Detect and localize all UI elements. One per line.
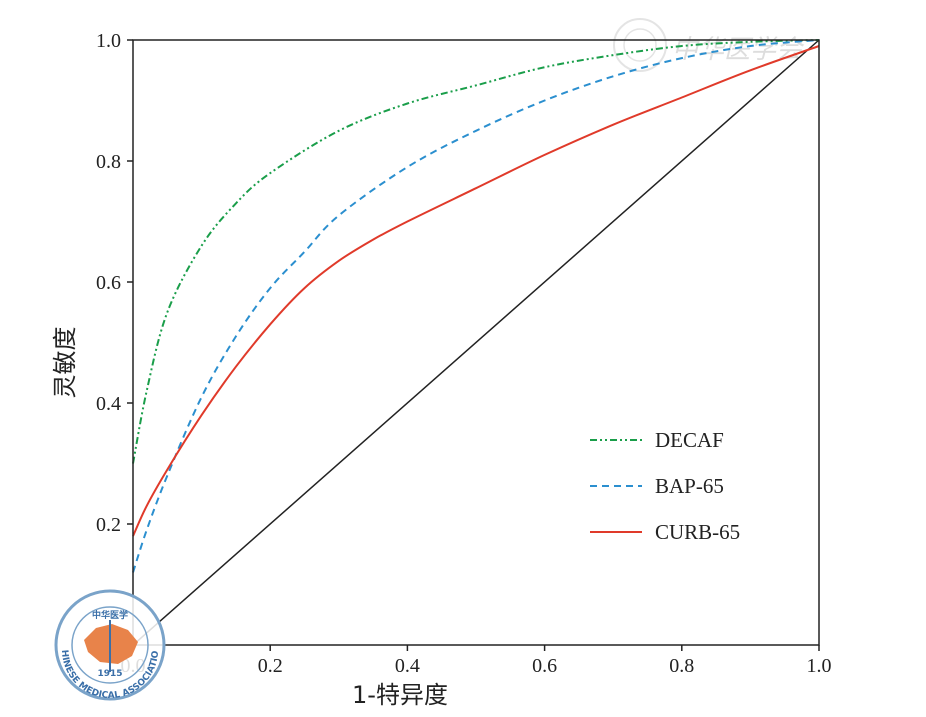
plot-frame <box>132 39 820 646</box>
x-tick-label: 0.4 <box>395 655 420 677</box>
seal-inner-icon <box>71 606 149 684</box>
y-tick-label: 1.0 <box>96 30 121 52</box>
series-line-decaf <box>132 39 820 464</box>
seal-year-text: 1915 <box>97 669 122 679</box>
legend-label-bap-65: BAP-65 <box>655 474 724 498</box>
y-tick-label: 0.6 <box>96 272 121 294</box>
x-tick-label: 0.2 <box>258 655 283 677</box>
y-tick-label: 0.4 <box>96 393 121 415</box>
seal-ring-text: CHINESE MEDICAL ASSOCIATION <box>0 0 161 701</box>
legend-label-curb-65: CURB-65 <box>655 520 740 544</box>
reference-line <box>132 39 820 646</box>
y-tick-label: 0.8 <box>96 151 121 173</box>
series-line-bap-65 <box>132 39 820 573</box>
watermark-seal-icon <box>613 18 667 72</box>
association-seal: 中华医学 1915 CHINESE MEDICAL ASSOCIATION <box>0 0 166 701</box>
plot-area <box>132 39 820 646</box>
legend: DECAF BAP-65 CURB-65 <box>590 428 740 544</box>
x-tick-label: 1.0 <box>807 655 832 677</box>
x-tick-label: 0.6 <box>532 655 557 677</box>
series-line-curb-65 <box>132 45 820 537</box>
legend-label-decaf: DECAF <box>655 428 724 452</box>
watermark-seal-inner-icon <box>623 28 657 62</box>
y-axis-label: 灵敏度 <box>51 327 79 399</box>
x-axis-label: 1-特异度 <box>352 681 448 709</box>
x-tick-label: 0.8 <box>669 655 694 677</box>
y-tick-label: 0.2 <box>96 514 121 536</box>
seal-top-text: 中华医学 <box>92 609 128 621</box>
watermark-top: 中华医学会 <box>613 18 805 72</box>
